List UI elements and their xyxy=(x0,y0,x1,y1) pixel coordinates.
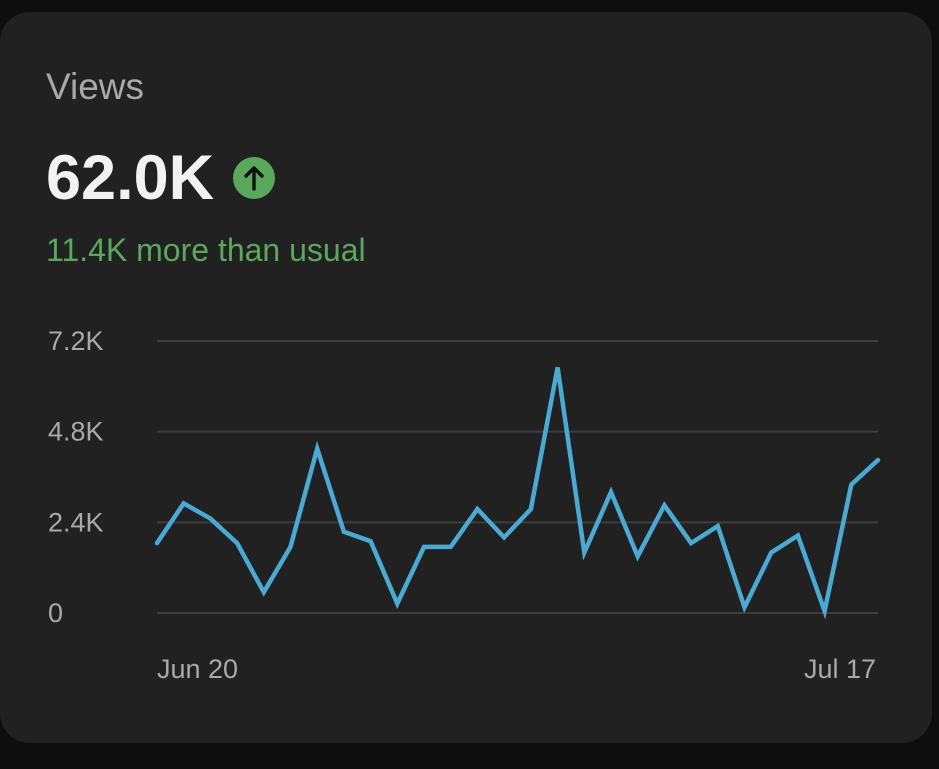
y-axis-ticks: 7.2K 4.8K 2.4K 0 xyxy=(48,326,104,628)
x-axis-ticks: Jun 20 Jul 17 xyxy=(157,654,876,684)
arrow-up-circle-icon xyxy=(233,157,276,199)
arrow-up-glyph xyxy=(244,166,264,191)
value-row: 62.0K xyxy=(46,142,276,213)
views-card[interactable]: Views 62.0K 11.4K more than usual xyxy=(0,12,932,743)
views-series-line xyxy=(154,366,881,620)
x-tick-label: Jun 20 xyxy=(157,654,238,684)
y-tick-label: 7.2K xyxy=(48,326,104,356)
y-tick-label: 2.4K xyxy=(48,507,104,537)
card-title: Views xyxy=(46,66,145,107)
views-total: 62.0K xyxy=(46,142,215,213)
series-layer xyxy=(154,366,881,620)
delta-text: 11.4K more than usual xyxy=(46,232,366,268)
y-tick-label: 4.8K xyxy=(48,417,104,447)
x-tick-label: Jul 17 xyxy=(804,654,876,684)
grid-lines xyxy=(157,340,878,614)
y-tick-label: 0 xyxy=(48,598,63,628)
